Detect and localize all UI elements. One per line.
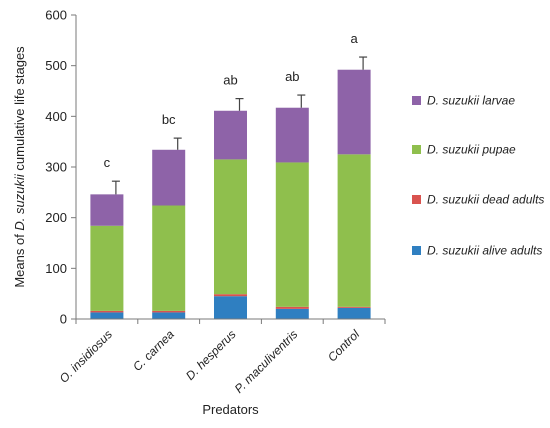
bar-segment-d-suzukii-dead-adults — [152, 310, 186, 313]
y-tick-label: 500 — [45, 58, 67, 73]
bar-segment-d-suzukii-pupae — [152, 205, 186, 311]
significance-label: a — [350, 31, 358, 46]
category-label: D. hesperus — [183, 327, 239, 383]
category-label: P. maculiventris — [232, 327, 301, 396]
bar-segment-d-suzukii-pupae — [275, 162, 309, 307]
y-tick-label: 600 — [45, 8, 67, 23]
significance-label: ab — [223, 73, 237, 88]
bar-segment-d-suzukii-dead-adults — [214, 294, 247, 297]
y-tick-label: 100 — [45, 261, 67, 276]
category-label: O. insidiosus — [57, 327, 115, 385]
bar-segment-d-suzukii-pupae — [90, 225, 124, 311]
legend-swatch-d-suzukii-alive-adults — [412, 246, 421, 255]
legend-label-d-suzukii-alive-adults: D. suzukii alive adults — [427, 244, 542, 258]
legend-label-d-suzukii-pupae: D. suzukii pupae — [427, 143, 516, 157]
bar-segment-d-suzukii-alive-adults — [275, 308, 309, 319]
y-axis-title: Means of D. suzukii cumulative life stag… — [12, 46, 27, 288]
bar-segment-d-suzukii-larvae — [152, 149, 186, 206]
category-label: C. carnea — [130, 327, 177, 374]
bar-segment-d-suzukii-larvae — [337, 69, 371, 155]
bar-segment-d-suzukii-larvae — [90, 194, 124, 226]
bar-segment-d-suzukii-dead-adults — [275, 306, 309, 309]
legend-swatch-d-suzukii-larvae — [412, 96, 421, 105]
y-tick-label: 300 — [45, 160, 67, 175]
bar-segment-d-suzukii-dead-adults — [90, 310, 124, 313]
bar-segment-d-suzukii-larvae — [275, 107, 309, 163]
bar-segment-d-suzukii-dead-adults — [337, 306, 371, 308]
bar-segment-d-suzukii-pupae — [214, 159, 247, 295]
y-axis-ticks: 0 100 200 300 400 500 600 — [45, 8, 76, 327]
bar-segment-d-suzukii-alive-adults — [152, 312, 186, 319]
bar-segment-d-suzukii-alive-adults — [214, 296, 247, 319]
error-bars — [111, 56, 368, 195]
y-tick-label: 400 — [45, 109, 67, 124]
significance-label: bc — [162, 112, 176, 127]
significance-labels: c bc ab ab a — [104, 31, 359, 170]
bar-segment-d-suzukii-pupae — [337, 154, 371, 307]
y-tick-label: 0 — [60, 312, 67, 327]
legend-swatch-d-suzukii-dead-adults — [412, 195, 421, 204]
category-label: Control — [325, 327, 362, 364]
x-axis-ticks — [75, 319, 386, 324]
bar-segment-d-suzukii-larvae — [214, 110, 247, 160]
bar-segment-d-suzukii-alive-adults — [90, 312, 124, 319]
significance-label: ab — [285, 69, 299, 84]
bars — [90, 69, 371, 319]
y-axis-title-part-2: D. suzukii — [12, 173, 27, 230]
legend-swatch-d-suzukii-pupae — [412, 145, 421, 154]
legend-label-d-suzukii-larvae: D. suzukii larvae — [427, 94, 515, 108]
legend: D. suzukii larvae D. suzukii pupae D. suzu… — [412, 94, 544, 258]
x-axis-title: Predators — [202, 402, 259, 417]
significance-label: c — [104, 155, 111, 170]
legend-label-d-suzukii-dead-adults: D. suzukii dead adults — [427, 193, 544, 207]
y-tick-label: 200 — [45, 210, 67, 225]
bar-segment-d-suzukii-alive-adults — [337, 307, 371, 319]
y-axis-title-part-1: Means of — [12, 231, 27, 288]
y-axis-title-part-3: cumulative life stages — [12, 46, 27, 174]
